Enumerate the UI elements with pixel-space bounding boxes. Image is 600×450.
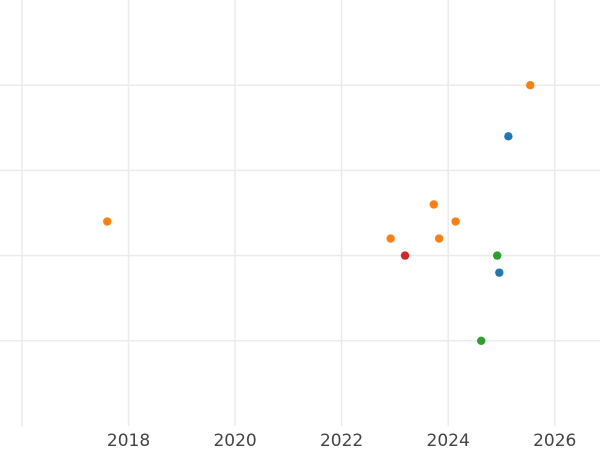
data-point [492, 251, 502, 260]
grid-lines [0, 0, 600, 426]
data-point [495, 268, 504, 277]
data-point [103, 217, 112, 226]
x-axis-tick-labels: 2018 2020 2022 2024 2026 [107, 431, 576, 450]
data-point [526, 81, 535, 90]
x-tick-label: 2020 [213, 431, 256, 450]
x-tick-label: 2018 [107, 431, 150, 450]
data-point [504, 132, 513, 141]
data-point [477, 336, 486, 345]
data-point [400, 251, 410, 260]
x-tick-label: 2022 [320, 431, 363, 450]
data-point [451, 217, 460, 226]
data-point [386, 234, 395, 243]
x-tick-label: 2024 [427, 431, 470, 450]
data-point [434, 234, 444, 243]
x-tick-label: 2026 [533, 431, 576, 450]
data-points [103, 81, 535, 345]
data-point [429, 200, 438, 209]
